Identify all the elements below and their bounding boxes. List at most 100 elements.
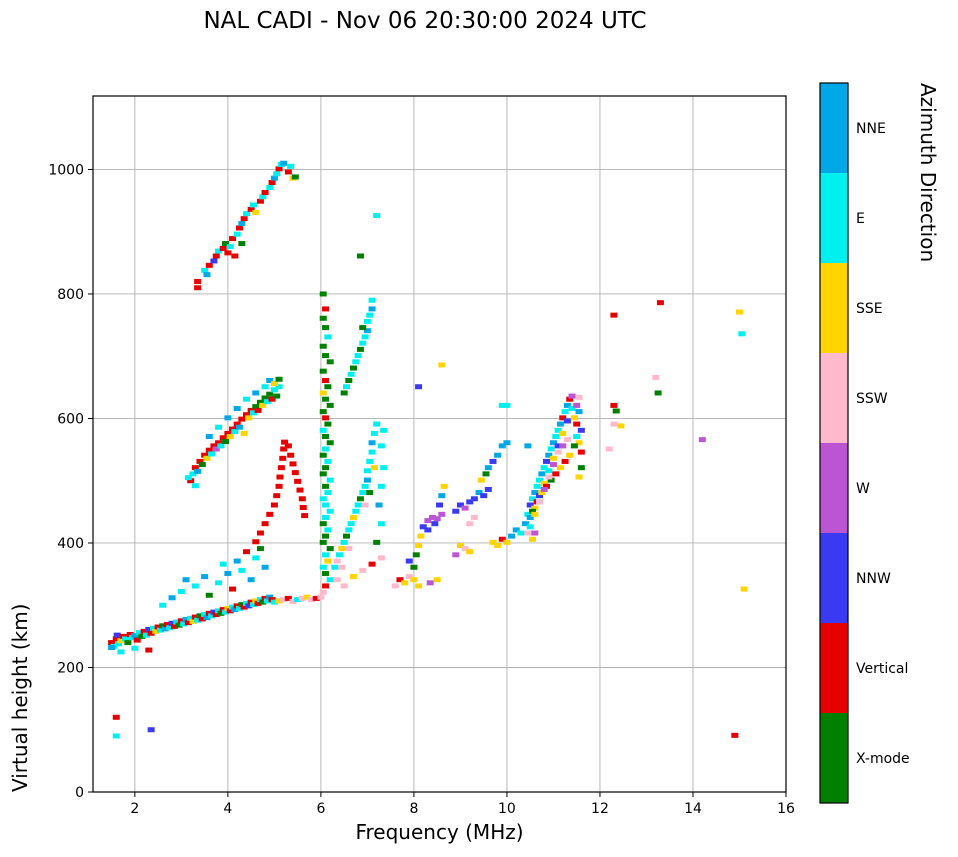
colorbar-segment-w — [820, 443, 848, 533]
data-point — [349, 574, 357, 580]
data-point — [254, 407, 262, 413]
data-point — [373, 213, 381, 219]
data-point — [559, 430, 567, 436]
data-point — [149, 625, 157, 631]
data-point — [352, 508, 360, 514]
data-point — [405, 558, 413, 564]
data-point — [566, 396, 574, 402]
data-point — [498, 402, 506, 408]
data-point — [549, 455, 557, 461]
data-point — [322, 533, 330, 539]
data-point — [229, 586, 237, 592]
data-point — [326, 402, 334, 408]
data-point — [140, 628, 148, 634]
data-point — [529, 496, 537, 502]
data-point — [438, 493, 446, 499]
data-point — [531, 490, 539, 496]
data-point — [112, 733, 120, 739]
data-point — [429, 514, 437, 520]
data-point — [368, 440, 376, 446]
data-point — [145, 647, 153, 653]
data-point — [291, 174, 299, 180]
data-point — [424, 518, 432, 524]
data-point — [531, 511, 539, 517]
data-point — [652, 374, 660, 380]
data-point — [349, 514, 357, 520]
y-tick-label: 800 — [57, 287, 84, 303]
data-point — [322, 514, 330, 520]
data-point — [535, 477, 543, 483]
data-point — [461, 505, 469, 511]
plot-frame — [92, 95, 787, 793]
y-tick-label: 200 — [57, 660, 84, 676]
data-point — [354, 353, 362, 359]
data-point — [433, 516, 441, 522]
data-point — [563, 437, 571, 443]
data-point — [368, 561, 376, 567]
data-point — [545, 474, 553, 480]
data-point — [568, 393, 576, 399]
data-point — [180, 621, 188, 627]
data-point — [238, 567, 246, 573]
data-point — [319, 390, 327, 396]
data-point — [280, 446, 288, 452]
data-point — [270, 502, 278, 508]
data-point — [456, 542, 464, 548]
data-point — [338, 564, 346, 570]
data-point — [215, 424, 223, 430]
data-point — [575, 409, 583, 415]
data-point — [268, 180, 276, 186]
data-point — [273, 171, 281, 177]
data-point — [245, 603, 253, 609]
data-point — [342, 384, 350, 390]
data-point — [324, 421, 332, 427]
data-point — [147, 727, 155, 733]
data-point — [466, 549, 474, 555]
data-point — [529, 508, 537, 514]
data-point — [524, 511, 532, 517]
data-point — [605, 446, 613, 452]
data-point — [270, 381, 278, 387]
data-point — [284, 169, 292, 175]
data-point — [280, 160, 288, 166]
data-point — [654, 390, 662, 396]
data-point — [319, 521, 327, 527]
data-point — [319, 589, 327, 595]
data-point — [131, 645, 139, 651]
data-point — [319, 343, 327, 349]
data-point — [201, 612, 209, 618]
data-point — [366, 458, 374, 464]
data-point — [456, 502, 464, 508]
data-point — [340, 390, 348, 396]
data-point — [524, 530, 532, 536]
data-point — [540, 486, 548, 492]
data-point — [375, 502, 383, 508]
data-point — [484, 486, 492, 492]
data-point — [561, 458, 569, 464]
data-point — [426, 580, 434, 586]
data-point — [503, 539, 511, 545]
data-point — [275, 598, 283, 604]
data-point — [577, 449, 585, 455]
data-point — [324, 490, 332, 496]
y-tick-label: 0 — [75, 785, 84, 801]
data-point — [324, 334, 332, 340]
data-point — [138, 633, 146, 639]
data-point — [401, 580, 409, 586]
data-point — [261, 395, 269, 401]
data-point — [489, 539, 497, 545]
y-tick-label: 600 — [57, 411, 84, 427]
data-point — [498, 536, 506, 542]
data-point — [275, 483, 283, 489]
data-point — [333, 558, 341, 564]
data-point — [412, 552, 420, 558]
data-point — [224, 250, 232, 256]
data-point — [189, 471, 197, 477]
data-point — [547, 477, 555, 483]
data-point — [242, 549, 250, 555]
data-point — [319, 564, 327, 570]
data-point — [322, 378, 330, 384]
data-point — [470, 514, 478, 520]
data-point — [252, 539, 260, 545]
